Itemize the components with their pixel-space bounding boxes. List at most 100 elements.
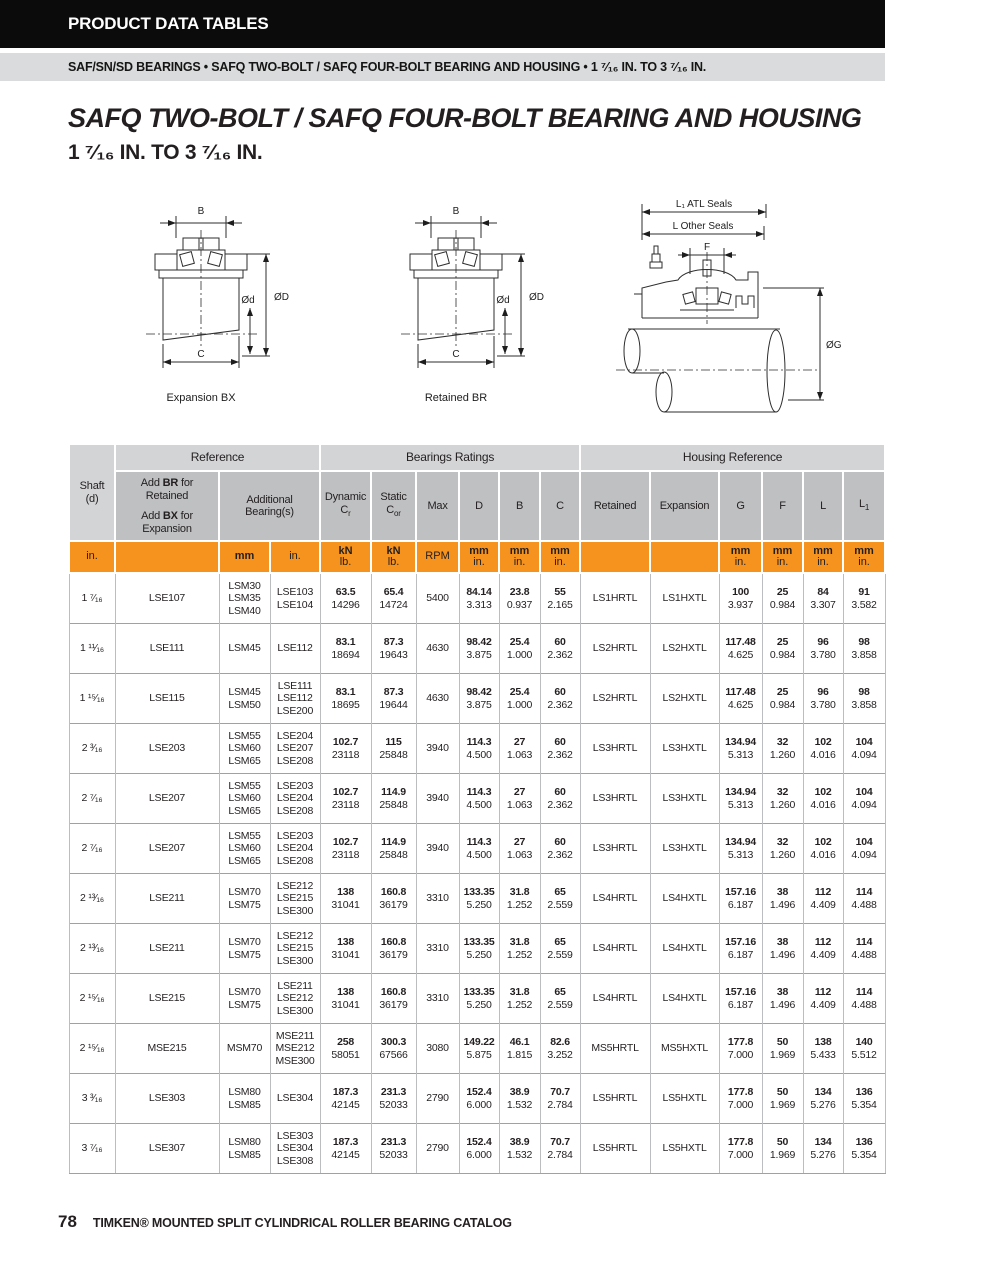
cell-add_in: LSE112 [269,623,321,674]
cell-add_in: LSE203 LSE204 LSE208 [269,823,321,874]
cell-add_in: LSE212 LSE215 LSE300 [269,923,321,974]
cell-shaft: 2 ¹⁵⁄₁₆ [68,973,115,1024]
cell-add_mm: LSM55 LSM60 LSM65 [218,723,270,774]
cell-ref: LSE203 [114,723,219,774]
cell-ref: LSE211 [114,873,219,924]
cell-f: 50 1.969 [761,1123,804,1174]
dim-l-label: L Other Seals [673,221,734,232]
col-header-dynamic: Dynamic Cr [319,470,373,542]
cell-add_mm: LSM45 LSM50 [218,673,270,724]
cell-retained: LS4HRTL [579,973,651,1024]
cell-retained: LS4HRTL [579,923,651,974]
table-row: 1 ¹¹⁄₁₆ LSE111 LSM45 LSE112 83.1 18694 87.3 196… [68,623,886,674]
table-row: 1 ¹⁵⁄₁₆ LSE115 LSM45 LSM50 LSE111 LSE112 LSE20… [68,673,886,724]
cell-c: 82.6 3.252 [539,1023,581,1074]
cell-d: 98.42 3.875 [458,623,500,674]
cell-d: 152.4 6.000 [458,1073,500,1124]
cell-f: 38 1.496 [761,973,804,1024]
cell-max: 3940 [415,823,460,874]
cell-l: 112 4.409 [802,973,844,1024]
cell-l1: 140 5.512 [842,1023,886,1074]
cell-shaft: 2 ¹⁵⁄₁₆ [68,1023,115,1074]
table-row: 3 ⁷⁄₁₆ LSE307 LSM80 LSM85 LSE303 LSE304 LSE308… [68,1123,886,1174]
cell-g: 117.48 4.625 [718,623,763,674]
cell-c: 70.7 2.784 [539,1073,581,1124]
cell-f: 32 1.260 [761,723,804,774]
cell-shaft: 2 ¹³⁄₁₆ [68,923,115,974]
cell-l1: 136 5.354 [842,1073,886,1124]
cell-d: 152.4 6.000 [458,1123,500,1174]
cell-expansion: LS4HXTL [649,973,720,1024]
cell-retained: MS5HRTL [579,1023,651,1074]
cell-expansion: LS5HXTL [649,1073,720,1124]
cell-shaft: 2 ⁷⁄₁₆ [68,773,115,824]
cell-f: 50 1.969 [761,1073,804,1124]
cell-f: 25 0.984 [761,572,804,624]
cell-static: 87.3 19643 [370,623,417,674]
unit-g: mm in. [718,540,764,574]
col-header-g: G [718,470,764,542]
table-row: 1 ⁷⁄₁₆ LSE107 LSM30 LSM35 LSM40 LSE103 LSE104 6… [68,572,886,624]
cell-b: 31.8 1.252 [498,923,541,974]
housing-section-diagram: L₁ ATL Seals L Other Seals F [608,196,908,436]
cell-b: 23.8 0.937 [498,572,541,624]
unit-retained [579,540,652,574]
cell-dynamic: 187.3 42145 [319,1123,372,1174]
cell-l: 112 4.409 [802,923,844,974]
cell-c: 55 2.165 [539,572,581,624]
cell-g: 177.8 7.000 [718,1123,763,1174]
retained-br-diagram: B C ØD Ød Retained BR [353,196,608,436]
cell-ref: MSE215 [114,1023,219,1074]
cell-add_in: LSE212 LSE215 LSE300 [269,873,321,924]
col-header-shaft: Shaft (d) [68,443,116,542]
page-number: 78 [58,1212,77,1231]
cell-max: 2790 [415,1123,460,1174]
unit-f: mm in. [761,540,805,574]
cell-l1: 104 4.094 [842,773,886,824]
cell-dynamic: 102.7 23118 [319,823,372,874]
cell-static: 87.3 19644 [370,673,417,724]
dim-l1-label: L₁ ATL Seals [676,199,732,210]
cell-b: 27 1.063 [498,823,541,874]
cell-c: 70.7 2.784 [539,1123,581,1174]
cell-l: 96 3.780 [802,673,844,724]
col-header-c: C [539,470,582,542]
cell-add_mm: LSM55 LSM60 LSM65 [218,773,270,824]
cell-c: 60 2.362 [539,773,581,824]
cell-dynamic: 187.3 42145 [319,1073,372,1124]
cell-max: 4630 [415,673,460,724]
col-header-retained: Retained [579,470,652,542]
unit-l: mm in. [802,540,845,574]
table-body: 1 ⁷⁄₁₆ LSE107 LSM30 LSM35 LSM40 LSE103 LSE104 6… [68,572,886,1174]
cell-add_in: LSE203 LSE204 LSE208 [269,773,321,824]
cell-expansion: MS5HXTL [649,1023,720,1074]
cell-shaft: 2 ³⁄₁₆ [68,723,115,774]
cell-add_in: LSE211 LSE212 LSE300 [269,973,321,1024]
cell-max: 4630 [415,623,460,674]
cell-retained: LS5HRTL [579,1073,651,1124]
cell-add_in: LSE204 LSE207 LSE208 [269,723,321,774]
cell-shaft: 3 ³⁄₁₆ [68,1073,115,1124]
cell-static: 160.8 36179 [370,923,417,974]
expansion-bx-diagram: B C ØD [98,196,353,436]
col-header-additional-bearings: Additional Bearing(s) [217,470,322,542]
table-row: 2 ¹³⁄₁₆ LSE211 LSM70 LSM75 LSE212 LSE215 LSE30… [68,923,886,974]
cell-ref: LSE115 [114,673,219,724]
cell-add_mm: LSM70 LSM75 [218,873,270,924]
cell-add_in: LSE304 [269,1073,321,1124]
cell-static: 160.8 36179 [370,973,417,1024]
product-data-table: Shaft (d) Reference Bearings Ratings Hous… [68,443,887,1174]
cell-c: 65 2.559 [539,923,581,974]
cell-l: 84 3.307 [802,572,844,624]
page-subheader-text: SAF/SN/SD BEARINGS • SAFQ TWO-BOLT / SAF… [68,60,707,74]
table-row: 2 ⁷⁄₁₆ LSE207 LSM55 LSM60 LSM65 LSE203 LSE204 L… [68,823,886,874]
cell-shaft: 2 ⁷⁄₁₆ [68,823,115,874]
cell-dynamic: 138 31041 [319,973,372,1024]
table-row: 2 ³⁄₁₆ LSE203 LSM55 LSM60 LSM65 LSE204 LSE207 L… [68,723,886,774]
cell-add_mm: LSM45 [218,623,270,674]
cell-expansion: LS3HXTL [649,723,720,774]
cell-shaft: 1 ¹⁵⁄₁₆ [68,673,115,724]
cell-g: 117.48 4.625 [718,673,763,724]
cell-dynamic: 138 31041 [319,923,372,974]
cell-expansion: LS5HXTL [649,1123,720,1174]
